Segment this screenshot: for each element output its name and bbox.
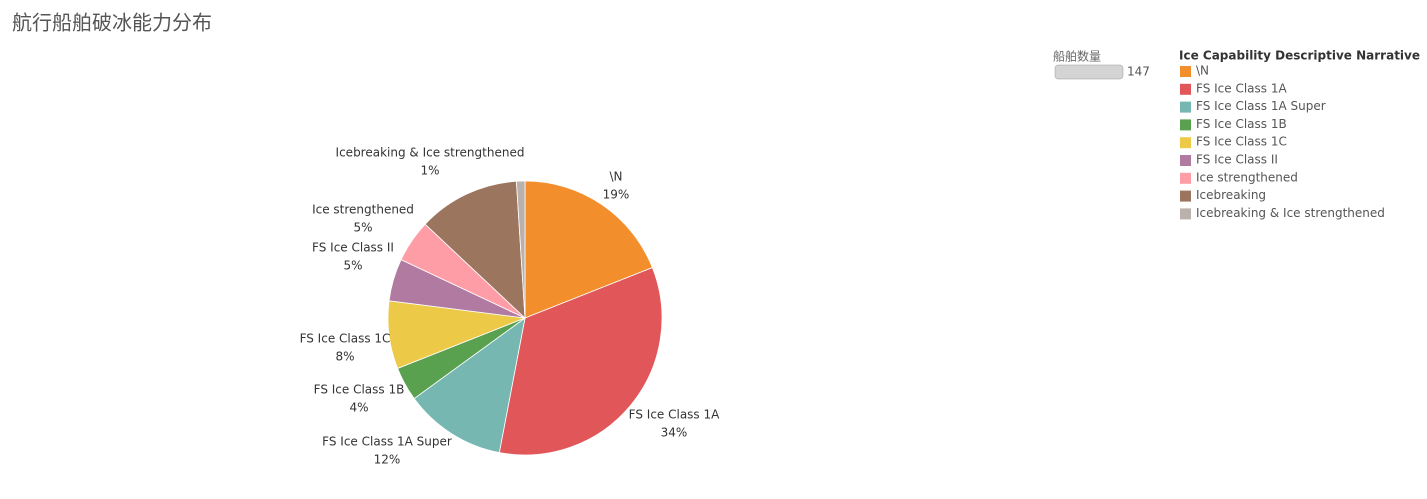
- slice-value-label: 5%: [353, 221, 372, 235]
- slice-value-label: 4%: [349, 401, 368, 415]
- slice-value-label: 8%: [335, 350, 354, 364]
- legend-swatch: [1180, 190, 1191, 202]
- legend-label: FS Ice Class II: [1196, 153, 1278, 167]
- legend-label: FS Ice Class 1A Super: [1196, 99, 1326, 113]
- legend-swatch: [1180, 119, 1191, 131]
- pie-slice: [413, 317, 526, 454]
- slice-label: FS Ice Class 1A Super: [322, 435, 452, 449]
- slice-value-label: 12%: [374, 453, 401, 467]
- legend-swatch: [1180, 155, 1191, 166]
- slice-label: FS Ice Class 1C: [300, 332, 391, 346]
- slice-label: FS Ice Class 1A: [629, 408, 720, 422]
- legend-label: FS Ice Class 1B: [1196, 117, 1287, 131]
- slice-value-label: 5%: [343, 259, 362, 273]
- pie-slice: [498, 267, 663, 456]
- slice-value-label: 1%: [420, 164, 439, 178]
- legend-swatch: [1180, 66, 1191, 77]
- legend-swatch: [1180, 172, 1191, 184]
- legend-swatch: [1180, 101, 1191, 113]
- slice-label: \N: [609, 170, 622, 184]
- legend-swatch: [1180, 83, 1191, 95]
- slice-value-label: 19%: [603, 188, 630, 202]
- legend-swatch: [1180, 137, 1191, 149]
- legend-label: FS Ice Class 1C: [1196, 135, 1287, 149]
- chart-title: 航行船舶破冰能力分布: [12, 11, 212, 35]
- pie-slice: [424, 180, 526, 319]
- legend-label: Ice strengthened: [1196, 170, 1298, 184]
- legend-label: Icebreaking & Ice strengthened: [1196, 206, 1385, 220]
- slice-label: FS Ice Class II: [312, 241, 394, 255]
- legend-swatch: [1180, 208, 1191, 220]
- pie-slice: [524, 180, 653, 319]
- legend-title: Ice Capability Descriptive Narrative: [1179, 49, 1420, 63]
- slice-label: FS Ice Class 1B: [314, 383, 405, 397]
- legend-label: FS Ice Class 1A: [1196, 81, 1287, 95]
- slice-value-label: 34%: [661, 426, 688, 440]
- legend-label: \N: [1196, 64, 1209, 78]
- size-legend-value: 147: [1127, 65, 1150, 79]
- legend-label: Icebreaking: [1196, 188, 1266, 202]
- size-legend-bar: [1054, 64, 1124, 80]
- slice-label: Icebreaking & Ice strengthened: [336, 146, 525, 160]
- slice-label: Ice strengthened: [312, 203, 414, 217]
- size-legend-title: 船舶数量: [1053, 49, 1101, 64]
- pie-slice: [515, 180, 526, 319]
